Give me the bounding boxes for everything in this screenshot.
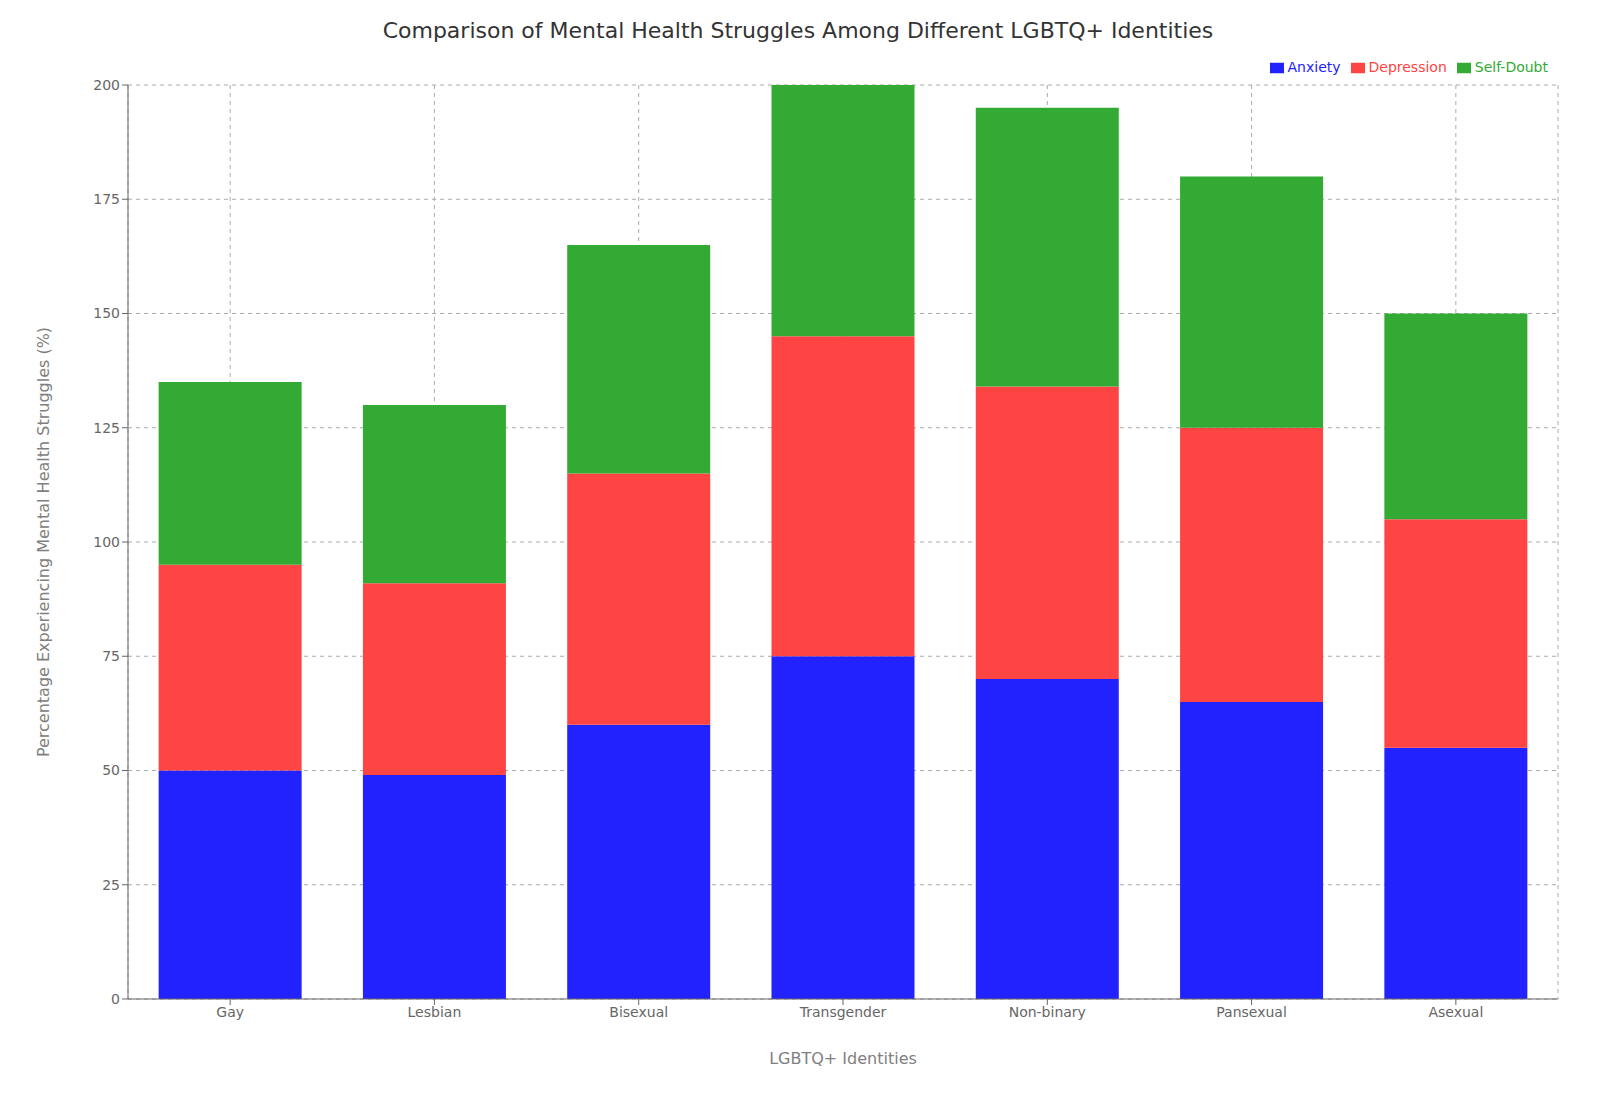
svg-text:200: 200 (93, 77, 120, 93)
svg-text:75: 75 (102, 648, 120, 664)
svg-text:Pansexual: Pansexual (1216, 1004, 1287, 1020)
html-text:Depression: Depression (1368, 59, 1447, 75)
svg-text:100: 100 (93, 534, 120, 550)
svg-text:175: 175 (93, 191, 120, 207)
html-text:Self-Doubt: Self-Doubt (1474, 59, 1548, 75)
html-text:Anxiety: Anxiety (1287, 59, 1341, 75)
svg-text:Asexual: Asexual (1428, 1004, 1483, 1020)
svg-text:Transgender: Transgender (799, 1004, 887, 1020)
svg-text:Percentage Experiencing Mental: Percentage Experiencing Mental Health St… (34, 327, 53, 757)
svg-text:Bisexual: Bisexual (609, 1004, 668, 1020)
svg-text:150: 150 (93, 305, 120, 321)
html-text:Comparison of Mental Health St: Comparison of Mental Health Struggles Am… (382, 18, 1214, 43)
svg-text:0: 0 (111, 991, 120, 1007)
svg-text:Lesbian: Lesbian (408, 1004, 462, 1020)
svg-text:Gay: Gay (216, 1004, 244, 1020)
svg-text:Non-binary: Non-binary (1009, 1004, 1086, 1020)
svg-text:25: 25 (102, 877, 120, 893)
svg-text:LGBTQ+ Identities: LGBTQ+ Identities (769, 1049, 917, 1068)
svg-text:50: 50 (102, 762, 120, 778)
svg-text:125: 125 (93, 420, 120, 436)
